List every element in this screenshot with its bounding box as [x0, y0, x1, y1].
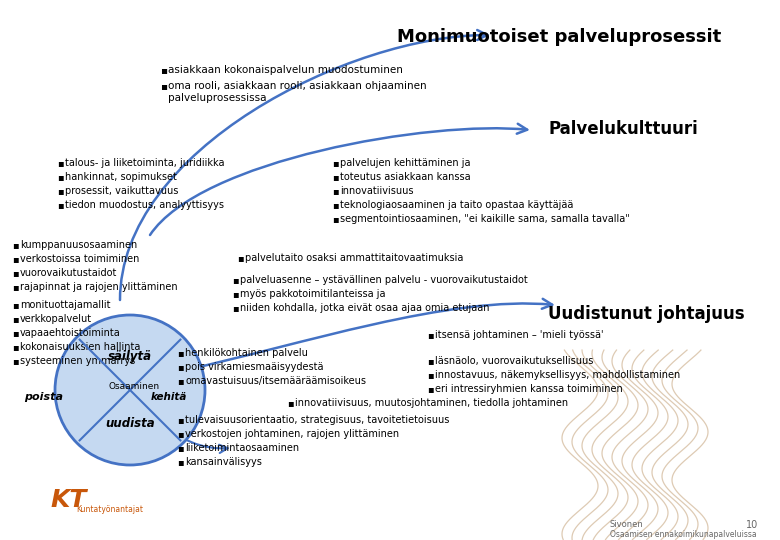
- Text: ▪: ▪: [427, 356, 434, 366]
- Text: ▪: ▪: [232, 303, 239, 313]
- Text: systeeminen ymmärrys: systeeminen ymmärrys: [20, 356, 135, 366]
- Text: prosessit, vaikuttavuus: prosessit, vaikuttavuus: [65, 186, 179, 196]
- Text: uudista: uudista: [105, 417, 154, 430]
- Text: ▪: ▪: [332, 200, 339, 210]
- Text: ▪: ▪: [177, 348, 183, 358]
- Text: monituottajamallit: monituottajamallit: [20, 300, 111, 310]
- Text: ▪: ▪: [12, 282, 19, 292]
- Text: Kuntatyönantajat: Kuntatyönantajat: [76, 505, 143, 514]
- Text: kokonaisuuksien hallinta: kokonaisuuksien hallinta: [20, 342, 140, 352]
- Text: ▪: ▪: [177, 443, 183, 453]
- Text: ▪: ▪: [12, 356, 19, 366]
- Text: teknologiaosaaminen ja taito opastaa käyttäjää: teknologiaosaaminen ja taito opastaa käy…: [340, 200, 573, 210]
- Text: innovatiivisuus, muutosjohtaminen, tiedolla johtaminen: innovatiivisuus, muutosjohtaminen, tiedo…: [295, 398, 568, 408]
- FancyArrowPatch shape: [120, 30, 488, 300]
- FancyArrowPatch shape: [150, 124, 527, 235]
- Text: ▪: ▪: [177, 457, 183, 467]
- Text: verkkopalvelut: verkkopalvelut: [20, 314, 92, 324]
- Text: ▪: ▪: [232, 275, 239, 285]
- Text: omavastuisuus/itsemääräämisoikeus: omavastuisuus/itsemääräämisoikeus: [185, 376, 366, 386]
- Text: segmentointiosaaminen, "ei kaikille sama, samalla tavalla": segmentointiosaaminen, "ei kaikille sama…: [340, 214, 629, 224]
- Text: ▪: ▪: [57, 158, 64, 168]
- Text: tulevaisuusorientaatio, strategisuus, tavoitetietoisuus: tulevaisuusorientaatio, strategisuus, ta…: [185, 415, 449, 425]
- Text: ▪: ▪: [232, 289, 239, 299]
- Text: palvelutaito osaksi ammattitaitovaatimuksia: palvelutaito osaksi ammattitaitovaatimuk…: [245, 253, 463, 263]
- Text: itsensä johtaminen – 'mieli työssä': itsensä johtaminen – 'mieli työssä': [435, 330, 604, 340]
- Text: ▪: ▪: [160, 81, 167, 91]
- Text: ▪: ▪: [12, 254, 19, 264]
- Text: ▪: ▪: [287, 398, 293, 408]
- Text: Uudistunut johtajuus: Uudistunut johtajuus: [548, 305, 745, 323]
- Text: ▪: ▪: [427, 330, 434, 340]
- Text: KT: KT: [50, 488, 87, 512]
- FancyArrowPatch shape: [165, 420, 228, 453]
- Text: Osaaminen: Osaaminen: [108, 382, 159, 391]
- Text: toteutus asiakkaan kanssa: toteutus asiakkaan kanssa: [340, 172, 470, 182]
- Text: innostavuus, näkemyksellisyys, mahdollistaminen: innostavuus, näkemyksellisyys, mahdollis…: [435, 370, 680, 380]
- Text: ▪: ▪: [12, 300, 19, 310]
- Text: hankinnat, sopimukset: hankinnat, sopimukset: [65, 172, 177, 182]
- Text: kansainvälisyys: kansainvälisyys: [185, 457, 262, 467]
- Text: kumppanuusosaaminen: kumppanuusosaaminen: [20, 240, 137, 250]
- Text: henkilökohtainen palvelu: henkilökohtainen palvelu: [185, 348, 308, 358]
- Text: niiden kohdalla, jotka eivät osaa ajaa omia etujaan: niiden kohdalla, jotka eivät osaa ajaa o…: [240, 303, 490, 313]
- Text: läsnäolo, vuorovaikutuksellisuus: läsnäolo, vuorovaikutuksellisuus: [435, 356, 594, 366]
- Text: ▪: ▪: [12, 328, 19, 338]
- Text: ▪: ▪: [177, 415, 183, 425]
- Text: palveluasenne – ystävällinen palvelu - vuorovaikutustaidot: palveluasenne – ystävällinen palvelu - v…: [240, 275, 528, 285]
- Text: verkostoissa toimiminen: verkostoissa toimiminen: [20, 254, 140, 264]
- Text: ▪: ▪: [237, 253, 243, 263]
- Circle shape: [55, 315, 205, 465]
- Text: Osaamisen ennakoimikunapalveluissa: Osaamisen ennakoimikunapalveluissa: [610, 530, 757, 539]
- Text: palvelujen kehittäminen ja: palvelujen kehittäminen ja: [340, 158, 470, 168]
- FancyArrowPatch shape: [185, 299, 552, 370]
- Text: poista: poista: [24, 393, 63, 402]
- Text: ▪: ▪: [57, 200, 64, 210]
- Text: Palvelukulttuuri: Palvelukulttuuri: [548, 120, 698, 138]
- Text: Sivonen: Sivonen: [610, 520, 644, 529]
- Text: 10: 10: [746, 520, 758, 530]
- Text: ▪: ▪: [427, 384, 434, 394]
- Text: ▪: ▪: [177, 429, 183, 439]
- Text: tiedon muodostus, analyyttisyys: tiedon muodostus, analyyttisyys: [65, 200, 224, 210]
- Text: ▪: ▪: [57, 172, 64, 182]
- Text: Monimuotoiset palveluprosessit: Monimuotoiset palveluprosessit: [397, 28, 722, 46]
- Text: ▪: ▪: [12, 240, 19, 250]
- Text: rajapinnat ja rajojen ylittäminen: rajapinnat ja rajojen ylittäminen: [20, 282, 178, 292]
- Text: kehitä: kehitä: [151, 393, 187, 402]
- Text: ▪: ▪: [332, 158, 339, 168]
- Text: ▪: ▪: [427, 370, 434, 380]
- Text: ▪: ▪: [332, 186, 339, 196]
- Text: pois virkamiesmaäisyydestä: pois virkamiesmaäisyydestä: [185, 362, 324, 372]
- Text: ▪: ▪: [177, 362, 183, 372]
- Text: vuorovaikutustaidot: vuorovaikutustaidot: [20, 268, 117, 278]
- Text: myös pakkotoimitilanteissa ja: myös pakkotoimitilanteissa ja: [240, 289, 385, 299]
- Text: asiakkaan kokonaispalvelun muodostuminen: asiakkaan kokonaispalvelun muodostuminen: [168, 65, 403, 75]
- Text: ▪: ▪: [12, 342, 19, 352]
- Text: säilytä: säilytä: [108, 350, 152, 363]
- Text: eri intressiryhmien kanssa toimiminen: eri intressiryhmien kanssa toimiminen: [435, 384, 622, 394]
- Text: ▪: ▪: [177, 376, 183, 386]
- Text: vapaaehtoistoiminta: vapaaehtoistoiminta: [20, 328, 121, 338]
- Text: oma rooli, asiakkaan rooli, asiakkaan ohjaaminen
palveluprosessissa: oma rooli, asiakkaan rooli, asiakkaan oh…: [168, 81, 427, 103]
- Text: ▪: ▪: [160, 65, 167, 75]
- Text: verkostojen johtaminen, rajojen ylittäminen: verkostojen johtaminen, rajojen ylittämi…: [185, 429, 399, 439]
- Text: liiketoimintaosaaminen: liiketoimintaosaaminen: [185, 443, 299, 453]
- Text: ▪: ▪: [12, 268, 19, 278]
- Text: ▪: ▪: [332, 172, 339, 182]
- Text: ▪: ▪: [12, 314, 19, 324]
- Text: talous- ja liiketoiminta, juridiikka: talous- ja liiketoiminta, juridiikka: [65, 158, 225, 168]
- Text: ▪: ▪: [332, 214, 339, 224]
- Text: ▪: ▪: [57, 186, 64, 196]
- Text: innovatiivisuus: innovatiivisuus: [340, 186, 413, 196]
